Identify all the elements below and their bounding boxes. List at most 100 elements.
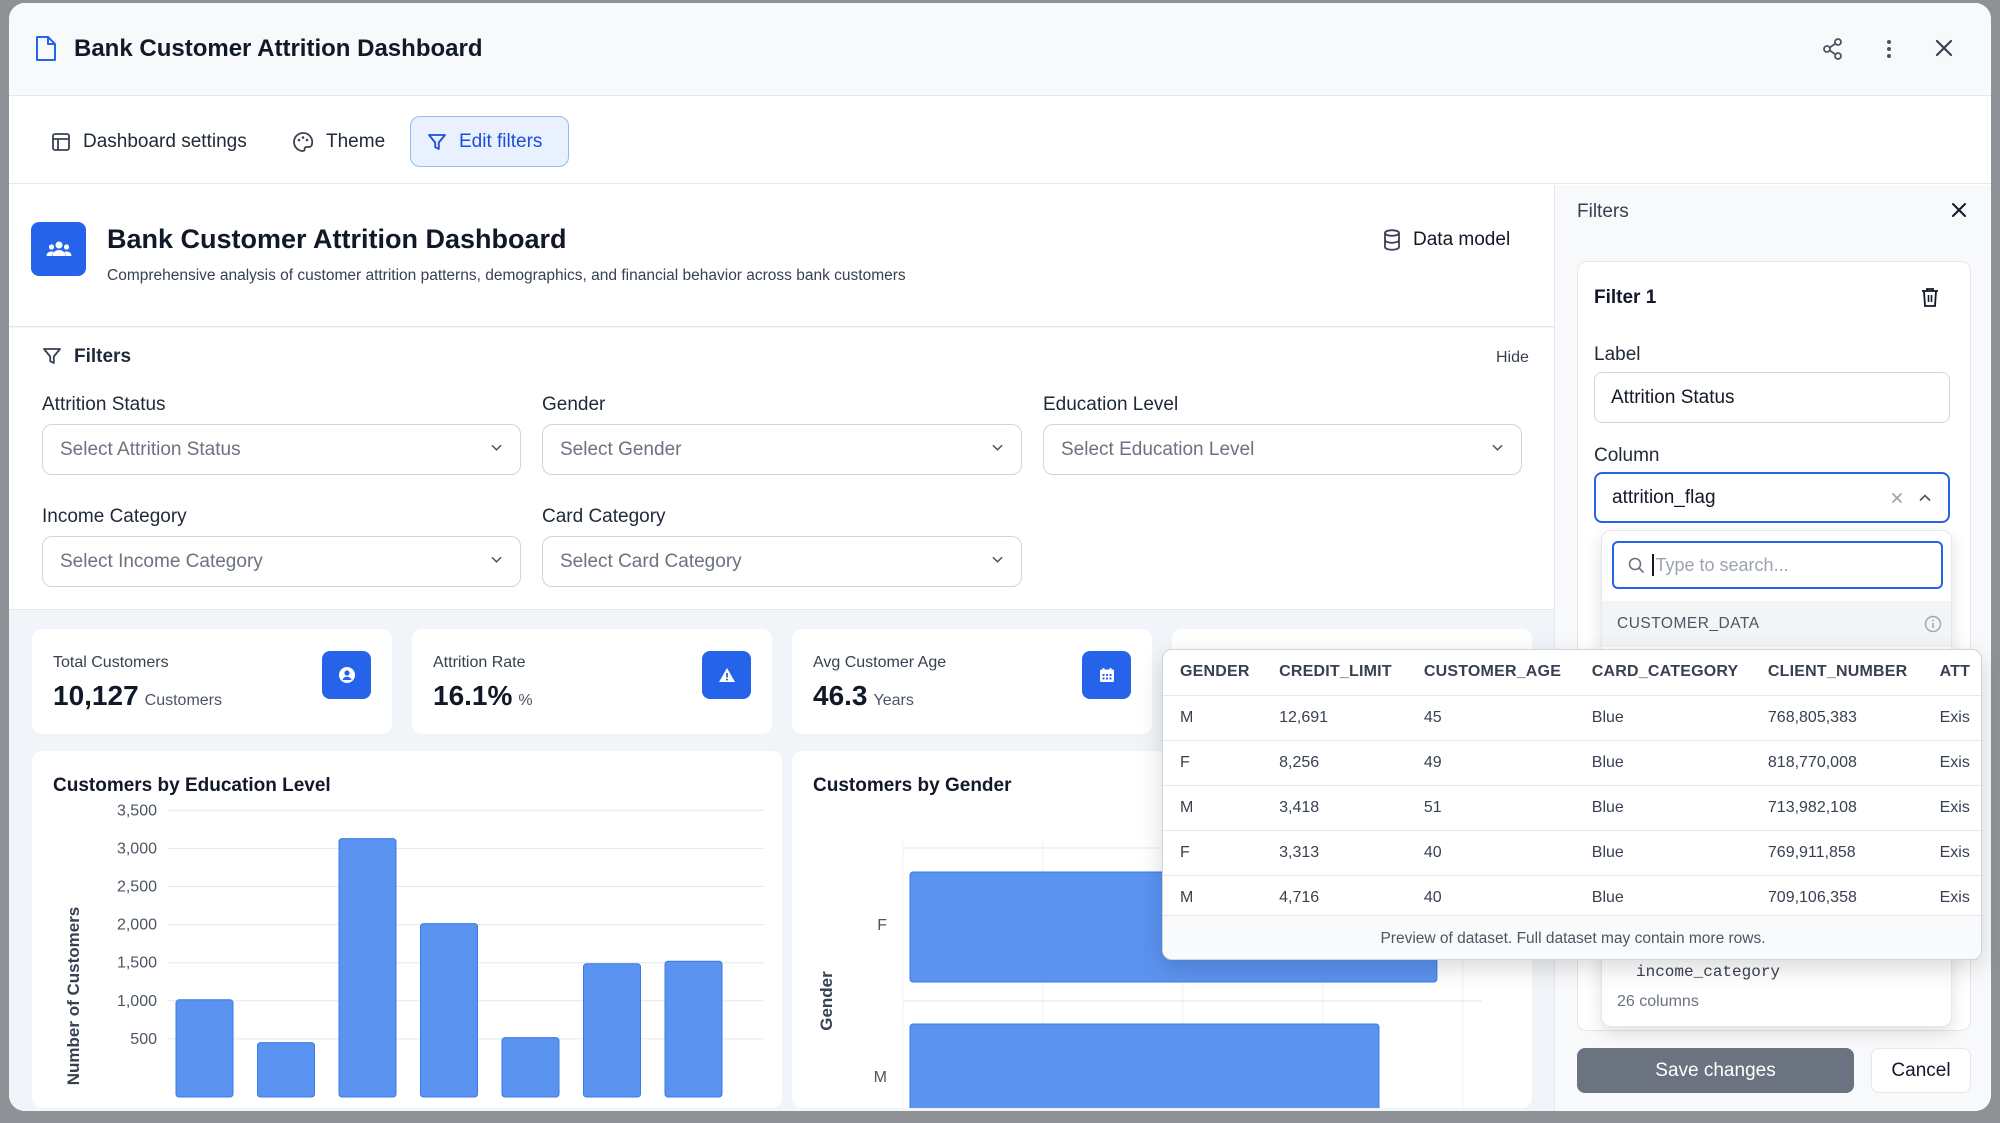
table-row: M 4,716 40 Blue 709,106,358 Exis — [1163, 875, 1981, 921]
column-select-value: attrition_flag — [1612, 486, 1716, 508]
data-model-label: Data model — [1413, 229, 1511, 250]
column-option-income-category[interactable]: income_category — [1636, 963, 1781, 981]
kpi-icon-badge — [1082, 651, 1131, 699]
data-model-button[interactable]: Data model — [1383, 229, 1510, 251]
theme-label: Theme — [326, 130, 386, 152]
table-cell: Exis — [1922, 695, 1981, 741]
preview-header-cell: CLIENT_NUMBER — [1750, 650, 1923, 696]
bar — [175, 999, 234, 1098]
table-cell: 709,106,358 — [1750, 875, 1923, 921]
kpi-title: Avg Customer Age — [813, 654, 947, 671]
editor-toolbar: Dashboard settings Theme Edit filters — [9, 96, 1991, 184]
kpi-number: 16.1% — [433, 680, 513, 711]
gender-label: Gender — [542, 394, 606, 415]
table-cell: F — [1163, 830, 1263, 876]
bar — [583, 963, 641, 1098]
filter-icon — [43, 348, 61, 364]
label-field-title: Label — [1594, 344, 1641, 365]
chevron-down-icon — [992, 556, 1003, 563]
kpi-value: 10,127 Customers — [53, 680, 222, 712]
preview-header-cell: ATT — [1922, 650, 1981, 696]
edit-filters-button[interactable]: Edit filters — [410, 116, 569, 167]
income-category-select[interactable]: Select Income Category — [42, 536, 521, 587]
table-cell: Blue — [1574, 785, 1751, 831]
gender-placeholder: Select Gender — [560, 438, 682, 460]
column-field-title: Column — [1594, 445, 1660, 466]
trash-icon[interactable] — [1921, 287, 1939, 307]
info-icon[interactable] — [1924, 615, 1942, 633]
gender-select[interactable]: Select Gender — [542, 424, 1022, 475]
preview-table: GENDER CREDIT_LIMIT CUSTOMER_AGE CARD_CA… — [1163, 650, 1981, 921]
clear-icon[interactable] — [1891, 492, 1903, 504]
chevron-down-icon — [1492, 444, 1503, 451]
table-cell: 51 — [1406, 785, 1575, 831]
table-cell: 8,256 — [1262, 740, 1407, 786]
filters-title: Filters — [74, 346, 132, 367]
attrition-status-placeholder: Select Attrition Status — [60, 438, 241, 460]
kpi-number: 10,127 — [53, 680, 139, 711]
more-options-icon[interactable] — [1885, 38, 1893, 60]
table-cell: 49 — [1406, 740, 1575, 786]
education-bar-chart: 500 1,000 1,500 2,000 2,500 3,000 3,500 Number … — [64, 802, 764, 1098]
hide-filters-link[interactable]: Hide — [1496, 349, 1529, 366]
bar — [257, 1042, 315, 1098]
column-count: 26 columns — [1617, 993, 1699, 1010]
filter-name: Filter 1 — [1594, 287, 1657, 308]
palette-icon — [293, 131, 314, 152]
share-icon[interactable] — [1822, 38, 1844, 60]
table-row: M 12,691 45 Blue 768,805,383 Exis — [1163, 695, 1981, 741]
dashboard-settings-label: Dashboard settings — [83, 130, 247, 152]
chart-title: Customers by Gender — [813, 775, 1012, 796]
table-cell: 768,805,383 — [1750, 695, 1923, 741]
table-cell: 713,982,108 — [1750, 785, 1923, 831]
layout-icon — [52, 132, 70, 151]
document-icon — [36, 36, 56, 61]
cancel-button[interactable]: Cancel — [1871, 1048, 1971, 1093]
save-changes-button[interactable]: Save changes — [1577, 1048, 1854, 1093]
table-cell: Blue — [1574, 830, 1751, 876]
table-cell: 4,716 — [1262, 875, 1407, 921]
dashboard-header: Bank Customer Attrition Dashboard Compre… — [9, 185, 1554, 327]
theme-button[interactable]: Theme — [276, 116, 401, 167]
attrition-status-select[interactable]: Select Attrition Status — [42, 424, 521, 475]
kpi-card-attrition-rate: Attrition Rate 16.1%% — [412, 629, 772, 734]
kpi-unit: Customers — [144, 692, 222, 709]
table-cell: Blue — [1574, 695, 1751, 741]
card-category-select[interactable]: Select Card Category — [542, 536, 1022, 587]
label-input[interactable]: Attrition Status — [1594, 372, 1950, 423]
table-row: F 8,256 49 Blue 818,770,008 Exis — [1163, 740, 1981, 786]
table-cell: 12,691 — [1262, 695, 1407, 741]
text-cursor — [1652, 554, 1654, 576]
edit-filters-label: Edit filters — [459, 130, 543, 152]
dataset-name: CUSTOMER_DATA — [1617, 615, 1760, 632]
close-sidebar-icon[interactable] — [1951, 202, 1967, 218]
user-icon — [338, 667, 355, 683]
education-level-select[interactable]: Select Education Level — [1043, 424, 1522, 475]
table-row: M 3,418 51 Blue 713,982,108 Exis — [1163, 785, 1981, 831]
users-icon — [46, 241, 71, 256]
bar — [420, 923, 478, 1098]
preview-header-cell: CARD_CATEGORY — [1574, 650, 1751, 696]
y-tick-label: 1,000 — [117, 993, 157, 1010]
dashboard-settings-button[interactable]: Dashboard settings — [35, 116, 263, 167]
window-title: Bank Customer Attrition Dashboard — [74, 35, 483, 62]
column-search-input[interactable]: Type to search... — [1612, 541, 1943, 589]
database-icon — [1384, 229, 1400, 251]
chevron-down-icon — [491, 444, 502, 451]
table-cell: Exis — [1922, 785, 1981, 831]
column-select[interactable]: attrition_flag — [1594, 472, 1950, 523]
bar — [909, 1023, 1380, 1108]
chart-card-education: Customers by Education Level 500 1,000 1,5… — [32, 751, 782, 1108]
preview-header-cell: CREDIT_LIMIT — [1262, 650, 1407, 696]
table-row: F 3,313 40 Blue 769,911,858 Exis — [1163, 830, 1981, 876]
dataset-group-header[interactable]: CUSTOMER_DATA — [1602, 601, 1951, 647]
y-tick-label: M — [874, 1069, 887, 1086]
table-cell: 40 — [1406, 830, 1575, 876]
close-icon[interactable] — [1934, 38, 1954, 58]
kpi-number: 46.3 — [813, 680, 868, 711]
kpi-title: Total Customers — [53, 654, 169, 671]
chevron-up-icon[interactable] — [1919, 494, 1931, 502]
table-cell: Exis — [1922, 830, 1981, 876]
table-cell: Blue — [1574, 875, 1751, 921]
preview-header-cell: GENDER — [1163, 650, 1263, 696]
